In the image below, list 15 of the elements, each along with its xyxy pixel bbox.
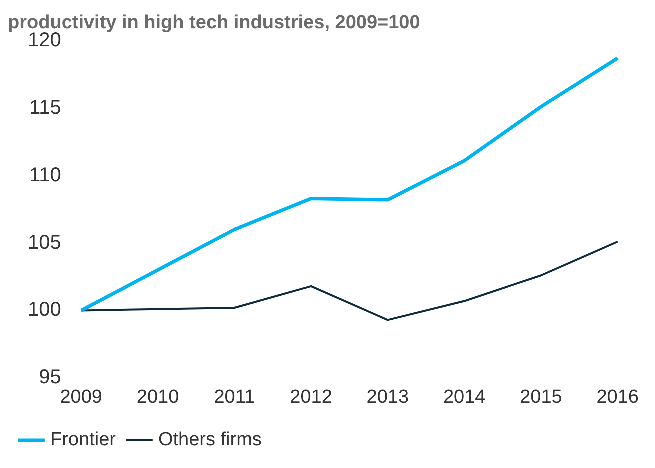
x-tick-label: 2009 [60,386,103,408]
x-tick-label: 2016 [596,386,640,408]
x-tick-label: 2012 [290,386,332,408]
y-tick-label: 95 [39,366,62,389]
y-tick-label: 115 [29,96,62,119]
legend-label: Frontier [50,430,117,451]
y-tick-label: 110 [29,164,62,186]
x-tick-label: 2015 [520,386,562,408]
x-tick-label: 2011 [214,386,256,408]
y-tick-label: 100 [28,299,62,322]
x-tick-label: 2014 [443,386,486,408]
legend-label: Others firms [158,430,262,451]
x-tick-label: 2013 [366,386,410,408]
x-tick-label: 2010 [136,386,180,408]
y-tick-label: 105 [28,232,62,254]
